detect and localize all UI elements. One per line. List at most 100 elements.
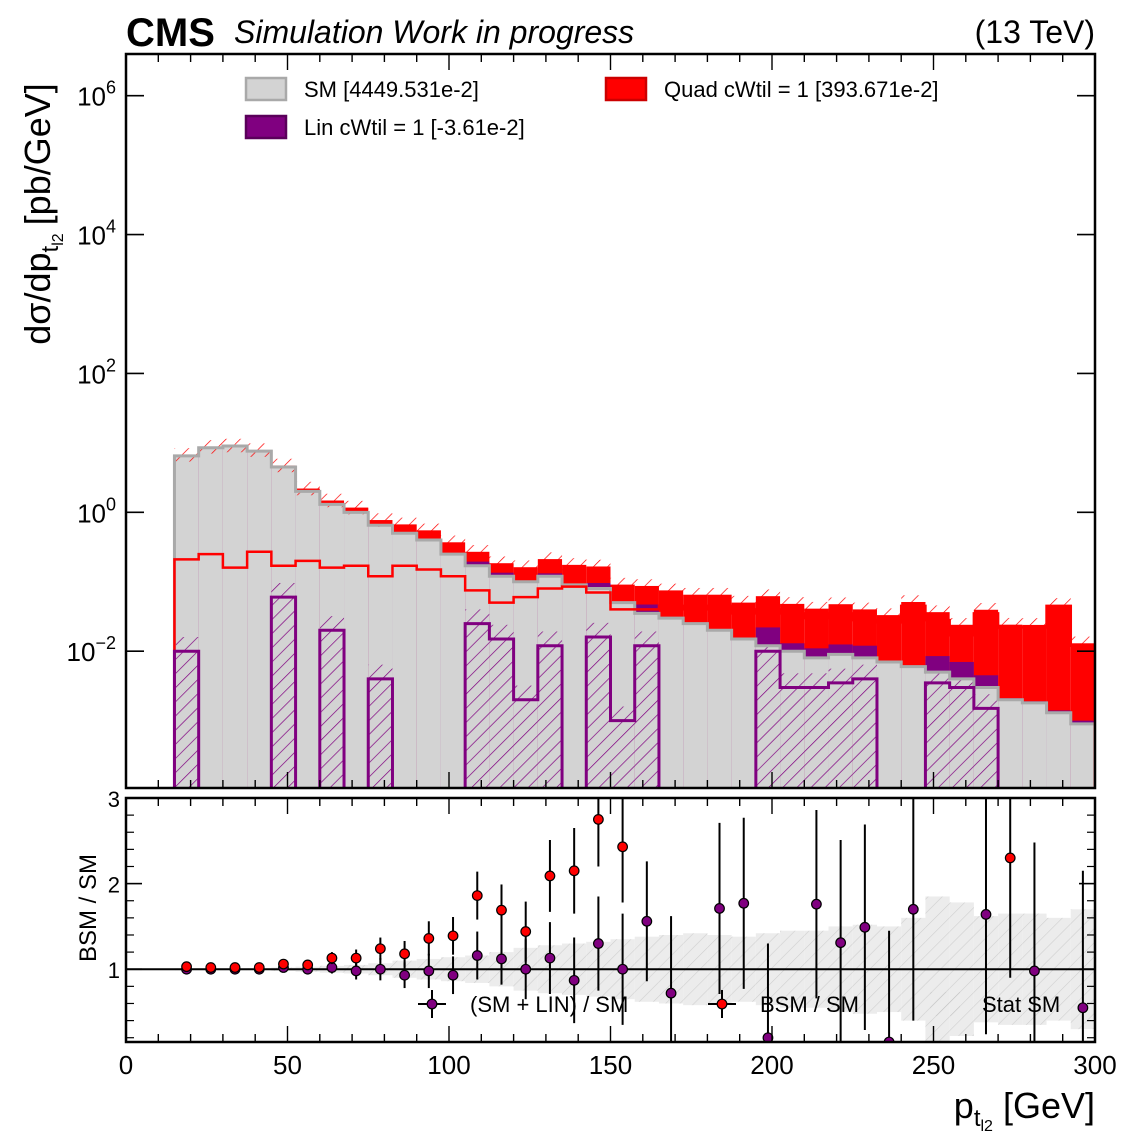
ratio-y-axis-title: BSM / SM (75, 854, 102, 962)
lin_ratio-point (423, 965, 435, 977)
bsm_ratio-point (520, 926, 532, 937)
lin_ratio-point (714, 903, 725, 914)
sm-bar (198, 447, 223, 788)
legend-swatch-lin (244, 114, 288, 140)
quad-stat-hatch (295, 481, 320, 496)
xlabel-unit: [GeV] (1003, 1085, 1095, 1126)
main-ylabel-unit: [pb/GeV] (17, 83, 58, 225)
bsm_ratio-point (496, 904, 507, 916)
legend-marker-lin_ratio (426, 998, 438, 1010)
legend-label-lin: Lin cWtil = 1 [-3.61e-2] (304, 115, 525, 140)
svg-text:ptl2[GeV]: ptl2 [GeV] (954, 1085, 1095, 1135)
ratio-y-tick-label: 3 (108, 787, 120, 812)
sm-bar (731, 638, 756, 788)
lin_ratio-point (665, 987, 677, 999)
svg-text:dσ/dptl2[pb/GeV]: dσ/dptl2 [pb/GeV] (17, 83, 67, 345)
xlabel-subsub: l2 (981, 1118, 994, 1135)
bsm_ratio-point (278, 958, 289, 970)
lin-stat-hatch (465, 609, 490, 788)
main-plot: 10−2 100 102 104 106 SM [4449.531e-2] Quad cW… (17, 52, 1097, 790)
quad-stat-hatch (465, 545, 490, 559)
lin_ratio-point (496, 953, 507, 965)
lin_ratio-point (447, 969, 459, 981)
y-tick-label: 106 (77, 78, 116, 112)
quad-stat-hatch (1070, 636, 1095, 651)
quad-stat-hatch (368, 513, 393, 527)
sm-bar (876, 661, 902, 788)
sm-bar (1070, 723, 1095, 788)
lin_ratio-point (326, 962, 338, 973)
main-y-axis-title: dσ/dptl2 [pb/GeV] (17, 83, 67, 345)
lin_ratio-point (471, 950, 483, 961)
lin_ratio-point (350, 965, 362, 977)
sm-bar (392, 533, 417, 788)
lin-stat-hatch (755, 637, 781, 788)
quad-stat-hatch (755, 589, 781, 603)
ratio-legend: (SM + LIN) / SM BSM / SM Stat SM (418, 990, 1060, 1018)
cms-label: CMS (126, 11, 215, 55)
ratio-plot: 1 2 3 0 50 100 150 200 250 300 (SM + LIN) / SM BSM… (75, 787, 1117, 1135)
legend-swatch-sm (244, 76, 288, 102)
stat-hatch (174, 438, 1095, 788)
sm-bar (683, 623, 708, 788)
lin-stat-hatch (634, 631, 659, 788)
x-tick-label: 300 (1073, 1050, 1116, 1080)
main-ylabel-subsub: l2 (50, 233, 67, 246)
lin_ratio-point (907, 903, 919, 915)
quad-stat-hatch (392, 517, 417, 532)
sm-bar (247, 451, 272, 788)
quad-outline (173, 550, 1095, 788)
quad-stat-hatch (998, 617, 1023, 632)
energy-label: (13 TeV) (975, 14, 1095, 50)
lin-stat-hatch (852, 664, 877, 788)
quad-stat-hatch (828, 597, 853, 611)
lin-stat-hatch (925, 668, 950, 788)
bsm_ratio-point (326, 952, 338, 964)
bsm_ratio-point (544, 870, 556, 882)
lin_ratio-point (1029, 965, 1040, 977)
lin-stat-hatch (586, 622, 611, 788)
x-tick-label: 0 (119, 1050, 133, 1080)
sm-bar (901, 666, 926, 788)
main-ylabel-sub: t (37, 245, 64, 252)
lin-stat-hatch (804, 673, 829, 788)
sm-bar (295, 491, 320, 788)
sm-bar (1022, 702, 1047, 788)
bsm_ratio-point (302, 959, 314, 971)
y-tick-label: 104 (77, 217, 116, 251)
quad-stat-hatch (634, 579, 659, 593)
bsm_ratio-points (181, 798, 1016, 978)
bsm_ratio-point (568, 865, 580, 877)
sm-bar (440, 554, 466, 788)
lin-stat-hatch (368, 664, 393, 788)
quad-stat-hatch (876, 608, 902, 622)
y-tick-label: 100 (77, 494, 116, 528)
bsm_ratio-point (181, 961, 192, 973)
sm-bar (562, 584, 587, 788)
ratio-y-tick-label: 2 (108, 873, 120, 898)
lin_ratio-point (568, 974, 580, 986)
sm-bar (222, 446, 248, 788)
quad-stat-hatch (731, 595, 756, 610)
quad-stat-hatch (852, 602, 877, 617)
quad-stat-hatch (513, 560, 538, 574)
lin_ratio-point (520, 963, 532, 975)
quad-stat-hatch (1022, 618, 1047, 632)
main-ylabel-main: dσ/dp (17, 252, 58, 344)
lin-stat-hatch (271, 582, 296, 788)
bsm_ratio-point (471, 890, 483, 901)
legend-marker-bsm_ratio (716, 998, 728, 1010)
bsm_ratio-point (423, 933, 435, 944)
bsm_ratio-point (399, 948, 410, 960)
quad-stat-hatch (949, 618, 974, 632)
sm-bar (998, 699, 1023, 788)
lin-stat-hatch (319, 616, 345, 788)
ratio-legend-label-stat_sm: Stat SM (982, 992, 1060, 1017)
xlabel-main: p (954, 1085, 974, 1126)
quad-stat-hatch (271, 458, 296, 473)
lin-stat-hatch (489, 624, 514, 788)
legend-swatch-quad (604, 76, 648, 102)
lin-stat-hatch (828, 668, 853, 788)
lin_ratio-point (641, 915, 653, 927)
